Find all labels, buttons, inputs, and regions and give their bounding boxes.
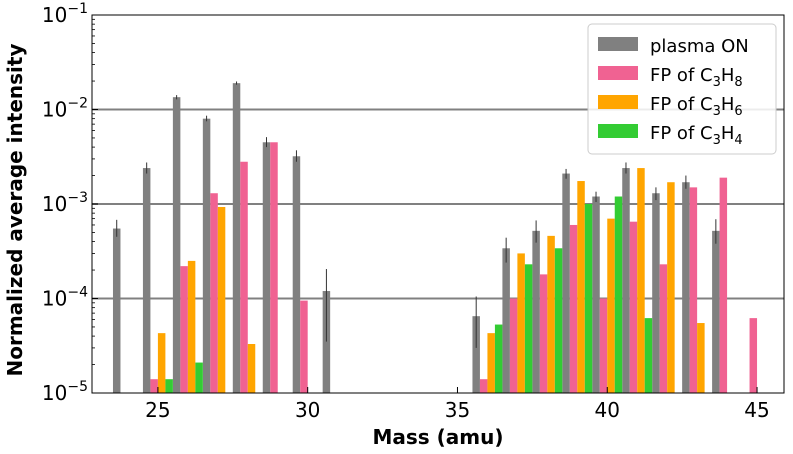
- legend-swatch: [598, 124, 638, 138]
- legend-label: FP of C3H4: [650, 123, 743, 148]
- x-tick-label: 35: [445, 398, 470, 422]
- bar-fp-of-c3h6-39: [577, 181, 585, 393]
- bar-fp-of-c3h8-25: [150, 379, 158, 393]
- bar-fp-of-c3h8-43: [689, 187, 698, 393]
- bar-plasma-on-43: [682, 182, 690, 393]
- bar-fp-of-c3h8-26: [180, 266, 188, 393]
- y-tick-label: 10−1: [42, 1, 88, 27]
- legend: plasma ON FP of C3H8 FP of C3H6 FP of C3H4: [587, 23, 777, 155]
- y-tick-label: 10−5: [42, 379, 88, 405]
- bar-fp-of-c3h8-37: [509, 298, 518, 393]
- bar-plasma-on-27: [202, 118, 211, 394]
- bar-plasma-on-41: [622, 168, 630, 393]
- bar-plasma-on-24: [112, 228, 121, 393]
- bar-plasma-on-44: [712, 230, 720, 393]
- bar-fp-of-c3h6-26: [187, 260, 196, 393]
- bar-fp-of-c3h8-45: [749, 318, 758, 393]
- legend-swatch: [598, 37, 638, 51]
- bar-fp-of-c3h8-42: [659, 264, 668, 393]
- bar-plasma-on-38: [532, 230, 540, 393]
- bar-fp-of-c3h6-40: [607, 218, 615, 393]
- bar-fp-of-c3h8-39: [569, 224, 578, 393]
- bar-fp-of-c3h8-28: [240, 161, 248, 393]
- bar-fp-of-c3h8-29: [270, 142, 278, 393]
- bar-fp-of-c3h6-41: [637, 168, 645, 393]
- y-tick-label: 10−4: [42, 285, 88, 311]
- legend-label: FP of C3H8: [650, 65, 743, 90]
- x-tick-label: 25: [145, 398, 170, 422]
- bar-fp-of-c3h6-27: [217, 206, 226, 393]
- bar-fp-of-c3h6-36: [487, 333, 495, 393]
- bar-fp-of-c3h4-26: [195, 362, 203, 393]
- bar-fp-of-c3h8-27: [210, 193, 218, 393]
- axis-ticks: 25 30 35 40 45 10−5 10−4 10−3 10−2 10−1: [42, 1, 770, 422]
- bar-fp-of-c3h6-25: [157, 333, 166, 393]
- bar-fp-of-c3h6-43: [697, 323, 705, 393]
- bar-fp-of-c3h8-41: [629, 221, 638, 393]
- bar-fp-of-c3h4-41: [644, 318, 653, 393]
- bar-fp-of-c3h8-38: [539, 274, 548, 393]
- legend-label: FP of C3H6: [650, 94, 743, 119]
- bar-plasma-on-28: [232, 83, 241, 394]
- x-axis-title: Mass (amu): [372, 425, 503, 449]
- bar-plasma-on-30: [292, 156, 301, 393]
- bar-fp-of-c3h8-40: [599, 298, 608, 393]
- bar-fp-of-c3h4-37: [524, 264, 533, 393]
- bar-fp-of-c3h6-28: [247, 344, 256, 393]
- bars-layer: [112, 83, 758, 394]
- bar-fp-of-c3h6-37: [517, 253, 525, 393]
- bar-plasma-on-29: [262, 142, 271, 393]
- bar-plasma-on-26: [172, 97, 181, 393]
- bar-plasma-on-31: [322, 291, 331, 393]
- bar-fp-of-c3h4-39: [584, 204, 593, 393]
- bar-fp-of-c3h8-44: [719, 177, 728, 393]
- bar-fp-of-c3h6-42: [667, 182, 675, 393]
- bar-plasma-on-37: [502, 248, 510, 393]
- bar-plasma-on-42: [652, 193, 660, 393]
- x-tick-label: 30: [295, 398, 320, 422]
- bar-plasma-on-40: [592, 196, 600, 393]
- bar-fp-of-c3h4-38: [554, 248, 563, 393]
- legend-swatch: [598, 95, 638, 109]
- y-tick-label: 10−2: [42, 96, 88, 122]
- legend-box: [587, 23, 777, 155]
- bar-plasma-on-25: [142, 168, 151, 393]
- bar-fp-of-c3h6-38: [547, 235, 555, 393]
- bar-fp-of-c3h8-30: [300, 300, 308, 393]
- bar-fp-of-c3h4-25: [165, 379, 173, 393]
- x-tick-label: 45: [744, 398, 769, 422]
- y-axis-title: Normalized average intensity: [3, 44, 27, 377]
- bar-fp-of-c3h8-36: [479, 379, 488, 393]
- y-tick-label: 10−3: [42, 190, 88, 216]
- bar-plasma-on-39: [562, 173, 570, 393]
- legend-label: plasma ON: [650, 36, 749, 57]
- bar-fp-of-c3h4-40: [614, 196, 623, 393]
- bar-plasma-on-36: [472, 316, 480, 393]
- bar-fp-of-c3h4-36: [494, 324, 503, 393]
- legend-swatch: [598, 66, 638, 80]
- error-bars-layer: [116, 81, 717, 348]
- x-tick-label: 40: [595, 398, 620, 422]
